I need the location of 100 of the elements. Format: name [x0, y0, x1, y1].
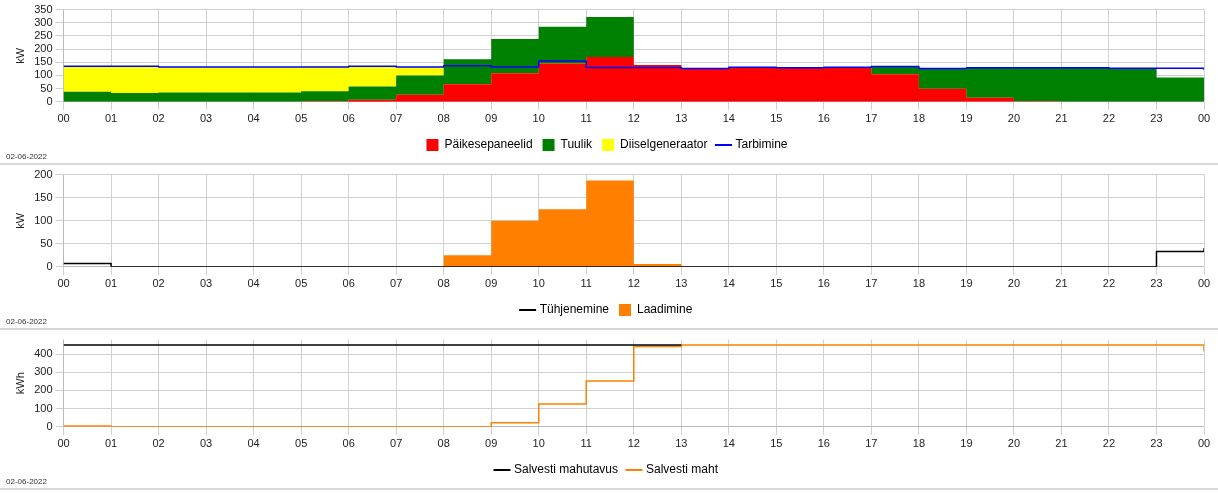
legend-label: Päikesepaneelid	[444, 137, 533, 152]
x-tick-label: 00	[57, 437, 70, 450]
y-tick-label: 300	[34, 15, 53, 28]
x-tick-label: 10	[532, 277, 545, 290]
y-tick-label: 350	[34, 2, 53, 15]
x-tick-label: 04	[247, 112, 260, 125]
x-tick-label: 10	[532, 112, 545, 125]
y-tick-label: 400	[34, 347, 53, 360]
x-tick-label: 14	[722, 277, 735, 290]
x-tick-label: 18	[912, 277, 926, 290]
x-tick-label: 11	[580, 112, 592, 125]
y-tick-label: 100	[34, 213, 53, 226]
x-tick-label: 11	[580, 437, 592, 450]
x-tick-label: 02	[152, 437, 165, 450]
x-tick-label: 07	[390, 437, 403, 450]
legend-label: Laadimine	[637, 302, 693, 317]
x-tick-label: 17	[865, 437, 878, 450]
x-tick-label: 00	[1197, 437, 1211, 450]
x-tick-label: 16	[817, 437, 830, 450]
y-tick-label: 0	[46, 259, 53, 272]
legend-label: Salvesti mahutavus	[513, 462, 619, 477]
x-tick-label: 06	[342, 112, 355, 125]
x-tick-label: 05	[295, 437, 308, 450]
x-tick-label: 11	[580, 277, 592, 290]
x-tick-label: 21	[1055, 277, 1068, 290]
x-tick-label: 01	[104, 437, 118, 450]
x-tick-label: 23	[1150, 437, 1163, 450]
x-tick-label: 08	[437, 112, 450, 125]
x-tick-label: 04	[247, 437, 260, 450]
x-tick-label: 00	[1197, 277, 1211, 290]
x-tick-label: 15	[770, 277, 783, 290]
legend-label: Tuulik	[560, 137, 594, 152]
x-tick-label: 17	[865, 112, 878, 125]
y-tick-label: 100	[34, 401, 53, 414]
x-tick-label: 20	[1007, 437, 1021, 450]
x-tick-label: 03	[199, 277, 213, 290]
x-tick-label: 14	[722, 437, 735, 450]
x-tick-label: 04	[247, 277, 260, 290]
y-tick-label: 100	[34, 68, 53, 81]
x-tick-label: 23	[1150, 277, 1163, 290]
y-tick-label: 50	[40, 81, 53, 94]
text: 02-06-2022	[6, 477, 47, 486]
x-tick-label: 20	[1007, 277, 1021, 290]
x-tick-label: 02	[152, 277, 165, 290]
x-tick-label: 10	[532, 437, 545, 450]
y-tick-label: 200	[34, 383, 53, 396]
y-axis-title: kW	[13, 47, 26, 64]
y-tick-label: 150	[34, 190, 53, 203]
x-tick-label: 09	[485, 112, 498, 125]
x-tick-label: 22	[1102, 277, 1116, 290]
x-tick-label: 06	[342, 277, 355, 290]
legend-label: Tühjenemine	[539, 302, 610, 317]
x-tick-label: 09	[485, 437, 498, 450]
x-tick-label: 07	[390, 112, 403, 125]
y-tick-label: 200	[34, 167, 53, 180]
x-tick-label: 15	[770, 437, 783, 450]
x-tick-label: 21	[1055, 437, 1068, 450]
x-tick-label: 18	[912, 112, 926, 125]
x-tick-label: 16	[817, 277, 830, 290]
x-tick-label: 21	[1055, 112, 1068, 125]
y-axis-title: kWh	[13, 372, 26, 395]
x-tick-label: 19	[960, 277, 973, 290]
y-tick-label: 50	[40, 236, 53, 249]
text: 02-06-2022	[6, 317, 47, 326]
x-tick-label: 03	[199, 112, 213, 125]
x-tick-label: 01	[104, 112, 118, 125]
x-tick-label: 12	[627, 112, 640, 125]
x-tick-label: 00	[57, 277, 70, 290]
y-axis-title: kW	[13, 212, 26, 229]
x-tick-label: 18	[912, 437, 926, 450]
x-tick-label: 03	[199, 437, 213, 450]
x-tick-label: 05	[295, 112, 308, 125]
y-tick-label: 300	[34, 365, 53, 378]
x-tick-label: 17	[865, 277, 878, 290]
x-tick-label: 09	[485, 277, 498, 290]
x-tick-label: 14	[722, 112, 735, 125]
x-tick-label: 02	[152, 112, 165, 125]
x-tick-label: 07	[390, 277, 403, 290]
x-tick-label: 22	[1102, 437, 1116, 450]
y-tick-label: 150	[34, 55, 53, 68]
legend-label: Salvesti maht	[646, 462, 719, 477]
x-tick-label: 13	[675, 277, 688, 290]
legend-label: Diiselgeneraator	[620, 137, 708, 152]
text: 02-06-2022	[6, 152, 47, 161]
x-tick-label: 23	[1150, 112, 1163, 125]
x-tick-label: 20	[1007, 112, 1021, 125]
x-tick-label: 12	[627, 277, 640, 290]
y-tick-label: 250	[34, 28, 53, 41]
x-tick-label: 13	[675, 437, 688, 450]
x-tick-label: 22	[1102, 112, 1116, 125]
x-tick-label: 13	[675, 112, 688, 125]
x-tick-label: 19	[960, 112, 973, 125]
y-tick-label: 0	[46, 94, 53, 107]
x-tick-label: 08	[437, 437, 450, 450]
x-tick-label: 00	[1197, 112, 1211, 125]
x-tick-label: 15	[770, 112, 783, 125]
x-tick-label: 00	[57, 112, 70, 125]
y-tick-label: 200	[34, 42, 53, 55]
y-tick-label: 0	[46, 419, 53, 432]
x-tick-label: 05	[295, 277, 308, 290]
